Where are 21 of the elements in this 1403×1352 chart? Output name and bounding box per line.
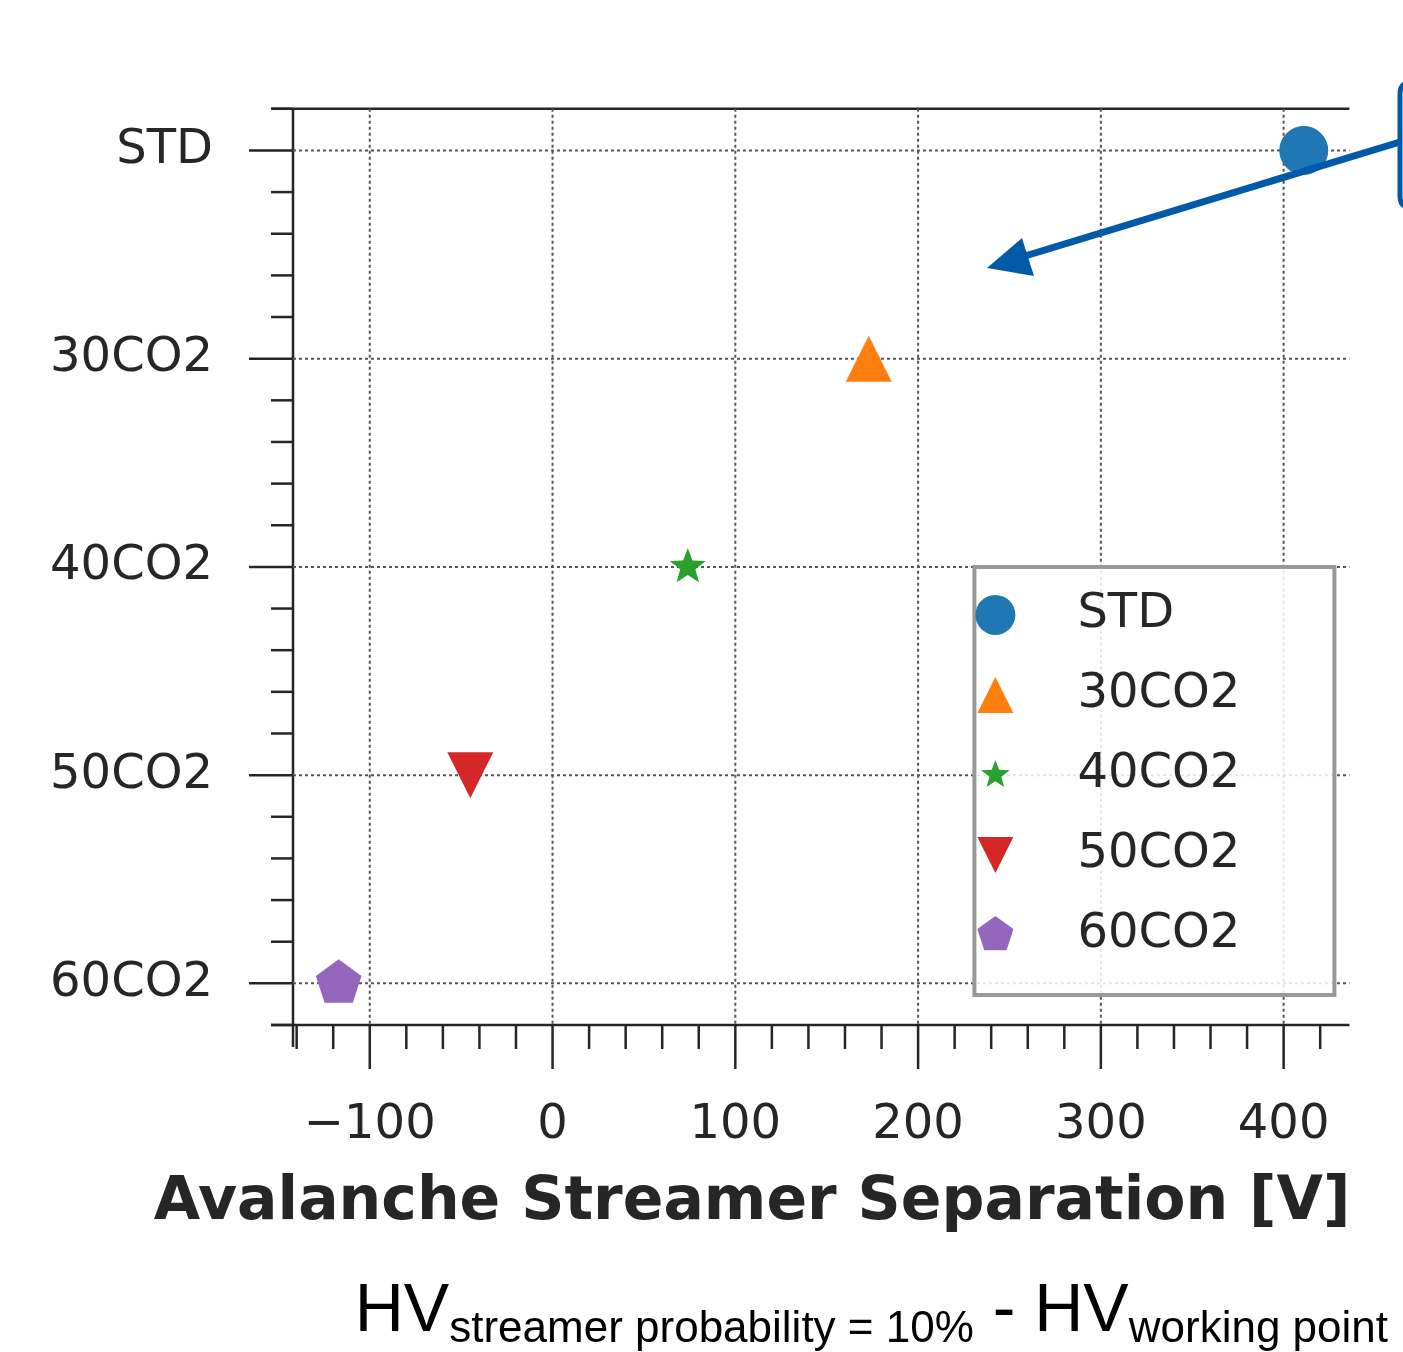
y-tick-label: STD [116,117,213,174]
y-tick-label: 60CO2 [50,950,213,1007]
x-tick-label: 300 [1055,1093,1147,1150]
legend-label: 30CO2 [1077,662,1241,719]
y-tick-label: 50CO2 [50,742,213,799]
point [315,959,362,1003]
y-tick-label: 30CO2 [50,326,213,383]
x-tick-label: 0 [537,1093,568,1150]
x-tick-label: 100 [689,1093,782,1150]
y-tick-label: 40CO2 [50,534,213,591]
x-tick-label: 400 [1237,1093,1330,1150]
legend-label: 60CO2 [1077,902,1241,959]
legend-label: 40CO2 [1077,742,1241,799]
text: HV$_{streamer probability = 10%}$ - HV$_{working point}$ [353,1268,1389,1352]
x-tick-label: −100 [303,1093,436,1150]
point [845,335,892,382]
x-axis-title: Avalanche Streamer Separation [V] [153,1162,1351,1233]
point [669,547,706,583]
x-tick-label: 200 [872,1093,964,1150]
legend-label: STD [1077,582,1175,639]
legend-label: 50CO2 [1077,822,1241,879]
